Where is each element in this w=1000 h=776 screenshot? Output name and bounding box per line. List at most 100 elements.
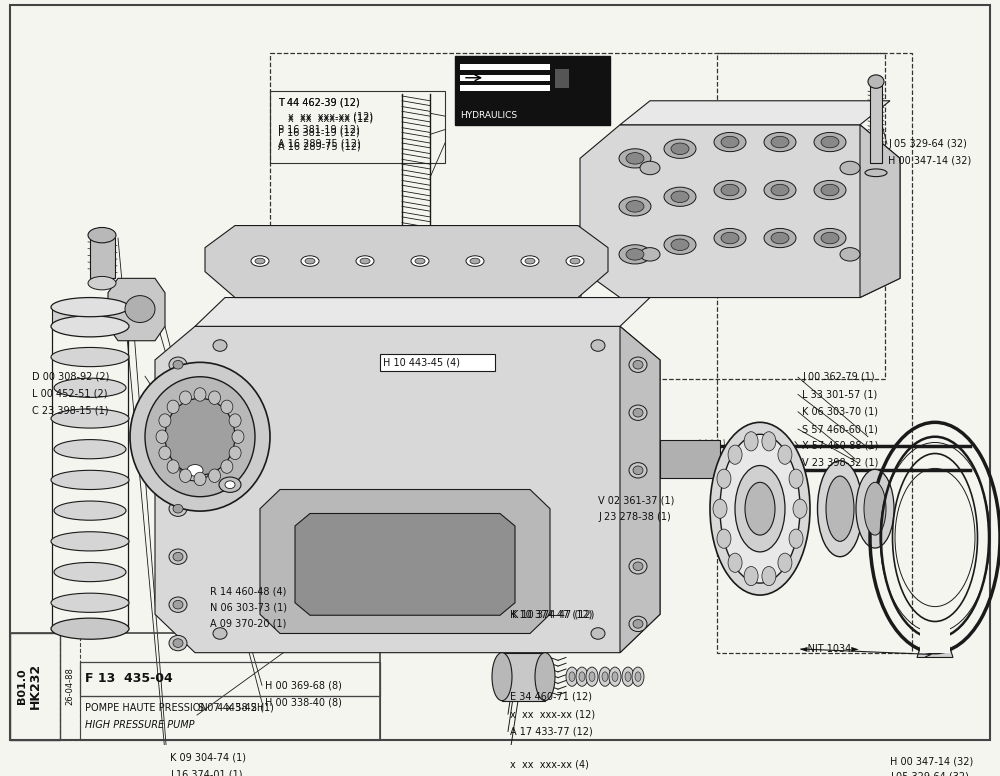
Ellipse shape bbox=[209, 391, 221, 404]
Text: V 23 398-32 (1): V 23 398-32 (1) bbox=[802, 458, 878, 468]
Text: J 23 278-38 (1): J 23 278-38 (1) bbox=[598, 512, 671, 522]
Ellipse shape bbox=[167, 460, 179, 473]
Polygon shape bbox=[502, 653, 545, 701]
Ellipse shape bbox=[525, 258, 535, 264]
Bar bbox=[380, 354, 495, 372]
Ellipse shape bbox=[173, 601, 183, 609]
Ellipse shape bbox=[633, 562, 643, 570]
Ellipse shape bbox=[633, 408, 643, 417]
Text: x  xx  xxx-xx (12): x xx xxx-xx (12) bbox=[510, 709, 595, 719]
Polygon shape bbox=[620, 327, 660, 653]
Text: x  xx  xxx-xx (4): x xx xxx-xx (4) bbox=[510, 760, 589, 770]
Ellipse shape bbox=[629, 559, 647, 574]
Bar bbox=[460, 64, 550, 70]
Ellipse shape bbox=[173, 408, 183, 417]
Ellipse shape bbox=[51, 297, 129, 317]
Ellipse shape bbox=[633, 466, 643, 475]
Ellipse shape bbox=[764, 181, 796, 199]
Ellipse shape bbox=[625, 672, 631, 681]
Ellipse shape bbox=[713, 499, 727, 518]
Ellipse shape bbox=[187, 465, 203, 476]
Ellipse shape bbox=[622, 667, 634, 686]
Ellipse shape bbox=[735, 466, 785, 552]
Ellipse shape bbox=[720, 435, 800, 583]
Ellipse shape bbox=[173, 456, 183, 465]
Ellipse shape bbox=[821, 184, 839, 196]
Text: X 57 460-88 (1): X 57 460-88 (1) bbox=[802, 440, 878, 450]
Bar bbox=[80, 696, 380, 740]
Text: F 13  435-04: F 13 435-04 bbox=[85, 672, 173, 685]
Ellipse shape bbox=[579, 672, 585, 681]
Ellipse shape bbox=[632, 667, 644, 686]
Ellipse shape bbox=[54, 317, 126, 336]
Ellipse shape bbox=[51, 593, 129, 612]
Ellipse shape bbox=[619, 197, 651, 216]
Ellipse shape bbox=[169, 597, 187, 612]
Bar bbox=[10, 633, 60, 740]
Polygon shape bbox=[155, 327, 660, 653]
Text: HK232: HK232 bbox=[28, 663, 42, 709]
Ellipse shape bbox=[169, 357, 187, 372]
Text: J 00 362-79 (1): J 00 362-79 (1) bbox=[802, 372, 875, 383]
Ellipse shape bbox=[194, 473, 206, 486]
Text: B01.0: B01.0 bbox=[17, 668, 27, 704]
Polygon shape bbox=[52, 307, 128, 328]
Ellipse shape bbox=[635, 672, 641, 681]
Text: V 02 361-37 (1): V 02 361-37 (1) bbox=[598, 495, 674, 505]
Ellipse shape bbox=[717, 529, 731, 549]
Ellipse shape bbox=[180, 459, 210, 481]
Ellipse shape bbox=[301, 256, 319, 266]
Ellipse shape bbox=[710, 422, 810, 595]
Polygon shape bbox=[388, 288, 444, 315]
Ellipse shape bbox=[771, 232, 789, 244]
Ellipse shape bbox=[229, 414, 241, 428]
Ellipse shape bbox=[840, 161, 860, 175]
Ellipse shape bbox=[764, 228, 796, 248]
Ellipse shape bbox=[570, 258, 580, 264]
Ellipse shape bbox=[856, 469, 894, 548]
Ellipse shape bbox=[864, 483, 886, 535]
Ellipse shape bbox=[612, 672, 618, 681]
Ellipse shape bbox=[156, 430, 168, 443]
Text: R 14 460-48 (4): R 14 460-48 (4) bbox=[210, 586, 286, 596]
Ellipse shape bbox=[213, 340, 227, 352]
Ellipse shape bbox=[169, 549, 187, 564]
Ellipse shape bbox=[400, 309, 432, 320]
Ellipse shape bbox=[51, 470, 129, 490]
Ellipse shape bbox=[225, 481, 235, 489]
Ellipse shape bbox=[629, 616, 647, 632]
Polygon shape bbox=[870, 86, 882, 163]
Ellipse shape bbox=[619, 149, 651, 168]
Ellipse shape bbox=[629, 405, 647, 421]
Text: H 00 369-68 (8): H 00 369-68 (8) bbox=[265, 681, 342, 691]
Text: K 10 374-47 (12): K 10 374-47 (12) bbox=[512, 609, 594, 619]
Ellipse shape bbox=[165, 398, 235, 475]
Text: T 44 462-39 (12): T 44 462-39 (12) bbox=[278, 98, 360, 108]
Ellipse shape bbox=[232, 430, 244, 443]
Ellipse shape bbox=[586, 667, 598, 686]
Text: HYDRAULICS: HYDRAULICS bbox=[460, 111, 517, 120]
Ellipse shape bbox=[671, 191, 689, 203]
Ellipse shape bbox=[173, 504, 183, 513]
Text: K 09 304-74 (1): K 09 304-74 (1) bbox=[170, 752, 246, 762]
Ellipse shape bbox=[591, 628, 605, 639]
Bar bbox=[460, 74, 550, 81]
Ellipse shape bbox=[466, 256, 484, 266]
Ellipse shape bbox=[714, 181, 746, 199]
Text: E 34 460-71 (12): E 34 460-71 (12) bbox=[510, 692, 592, 702]
Ellipse shape bbox=[51, 409, 129, 428]
Polygon shape bbox=[860, 125, 900, 297]
Polygon shape bbox=[90, 238, 115, 279]
Ellipse shape bbox=[640, 161, 660, 175]
Ellipse shape bbox=[213, 628, 227, 639]
Polygon shape bbox=[295, 514, 515, 615]
Ellipse shape bbox=[209, 469, 221, 483]
Ellipse shape bbox=[173, 639, 183, 647]
Ellipse shape bbox=[88, 276, 116, 290]
Ellipse shape bbox=[159, 446, 171, 459]
Ellipse shape bbox=[721, 137, 739, 147]
Ellipse shape bbox=[868, 74, 884, 88]
Ellipse shape bbox=[771, 184, 789, 196]
Ellipse shape bbox=[167, 400, 179, 414]
Ellipse shape bbox=[762, 566, 776, 586]
